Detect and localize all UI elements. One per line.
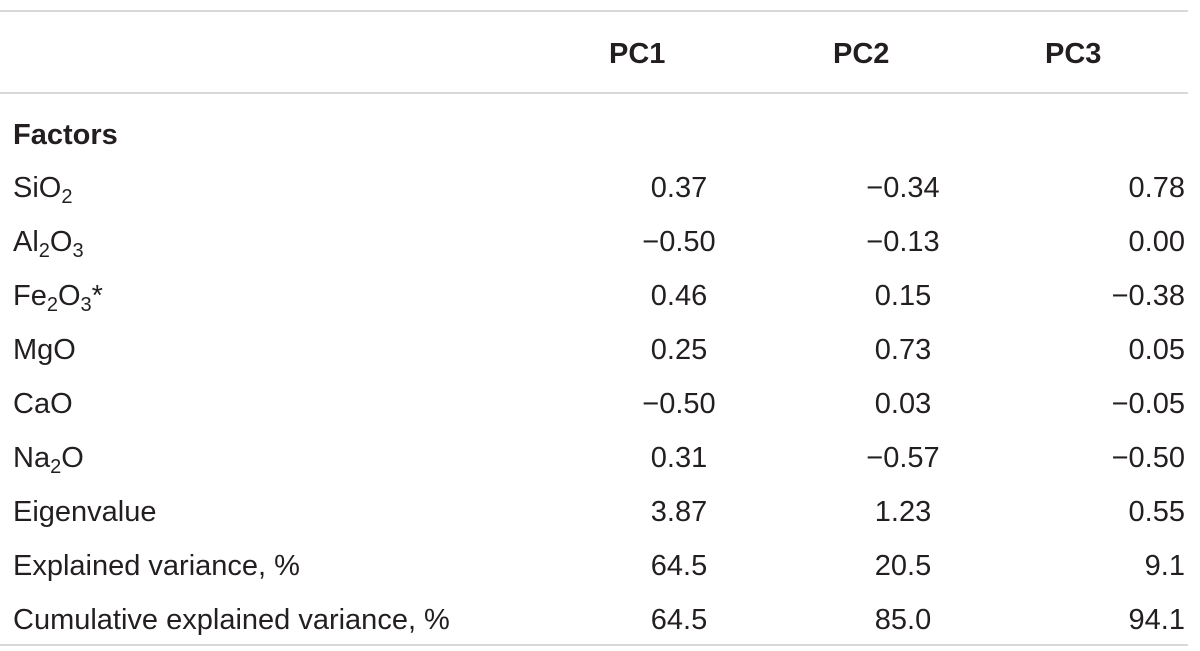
cell-pc3: 0.55 (1128, 496, 1185, 528)
cell-pc1: 0.37 (650, 172, 708, 204)
cell-pc3: 9.1 (1144, 550, 1185, 582)
cell-pc3: 0.05 (1128, 334, 1185, 366)
cell-pc2: −0.13 (866, 226, 940, 258)
cell-pc3: 94.1 (1128, 604, 1185, 636)
cell-pc3: −0.50 (1111, 442, 1185, 474)
table-row: SiO2 0.37 −0.34 0.78 (0, 161, 1188, 215)
cell-pc3: −0.38 (1111, 280, 1185, 312)
table-top-rule (0, 10, 1188, 12)
row-label: Eigenvalue (13, 496, 157, 528)
cell-pc2: −0.57 (866, 442, 940, 474)
cell-pc2: 1.23 (874, 496, 932, 528)
cell-pc2: 20.5 (874, 550, 932, 582)
column-header-pc2: PC2 (833, 38, 890, 70)
table-row: Eigenvalue 3.87 1.23 0.55 (0, 485, 1188, 539)
column-header-pc1: PC1 (609, 38, 666, 70)
row-label: Fe2O3* (13, 280, 103, 316)
row-label: Na2O (13, 442, 84, 478)
table-row: CaO −0.50 0.03 −0.05 (0, 377, 1188, 431)
table-row: MgO 0.25 0.73 0.05 (0, 323, 1188, 377)
cell-pc3: −0.05 (1111, 388, 1185, 420)
cell-pc1: 0.31 (650, 442, 708, 474)
table-row: Explained variance, % 64.5 20.5 9.1 (0, 539, 1188, 593)
row-label: Cumulative explained variance, % (13, 604, 450, 636)
cell-pc2: 85.0 (874, 604, 932, 636)
row-label: SiO2 (13, 172, 73, 208)
table-row: Al2O3 −0.50 −0.13 0.00 (0, 215, 1188, 269)
row-label: Explained variance, % (13, 550, 300, 582)
header-rule (0, 92, 1188, 94)
cell-pc1: 0.46 (650, 280, 708, 312)
column-header-pc3: PC3 (1045, 38, 1102, 70)
table-row: Fe2O3* 0.46 0.15 −0.38 (0, 269, 1188, 323)
cell-pc1: 64.5 (650, 550, 708, 582)
section-label-factors: Factors (13, 119, 118, 151)
table-bottom-rule (0, 644, 1188, 646)
cell-pc1: −0.50 (642, 226, 716, 258)
cell-pc1: −0.50 (642, 388, 716, 420)
table-row: Na2O 0.31 −0.57 −0.50 (0, 431, 1188, 485)
cell-pc2: −0.34 (866, 172, 940, 204)
cell-pc1: 64.5 (650, 604, 708, 636)
cell-pc2: 0.03 (874, 388, 932, 420)
cell-pc3: 0.78 (1128, 172, 1185, 204)
cell-pc1: 0.25 (650, 334, 708, 366)
cell-pc2: 0.73 (874, 334, 932, 366)
row-label: MgO (13, 334, 76, 366)
cell-pc1: 3.87 (650, 496, 708, 528)
row-label: Al2O3 (13, 226, 84, 262)
cell-pc3: 0.00 (1128, 226, 1185, 258)
cell-pc2: 0.15 (874, 280, 932, 312)
table-row: Cumulative explained variance, % 64.5 85… (0, 593, 1188, 647)
row-label: CaO (13, 388, 73, 420)
